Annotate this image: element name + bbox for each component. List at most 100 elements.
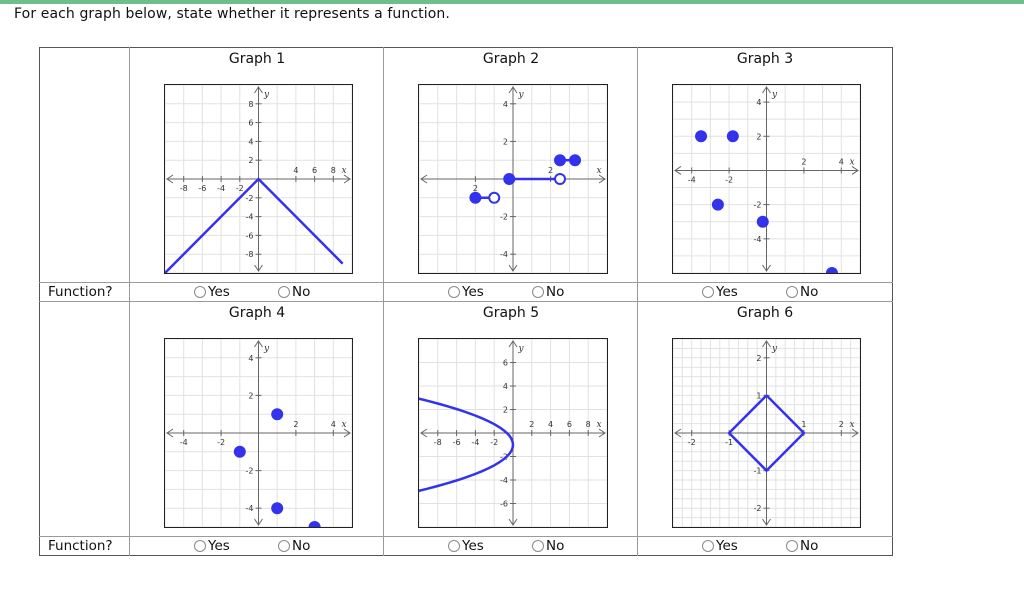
x-tick-label: 2 (839, 420, 844, 429)
x-arrow-icon (851, 166, 859, 175)
closed-dot (233, 445, 246, 458)
y-arrow-icon (254, 518, 263, 526)
x-tick-label: 2 (548, 166, 553, 175)
y-tick-label: -4 (246, 504, 254, 513)
radio-circle-icon[interactable] (194, 286, 206, 298)
y-tick-label: 8 (248, 100, 253, 109)
y-arrow-icon (254, 264, 263, 272)
graph-2-yes-option[interactable]: Yes (448, 284, 484, 300)
y-arrow-icon (762, 86, 771, 94)
y-arrow-icon (762, 340, 771, 348)
x-tick-label: 1 (801, 420, 806, 429)
x-arrow-icon (166, 428, 174, 438)
y-tick-label: -4 (754, 235, 762, 244)
x-arrow-icon (343, 174, 351, 184)
x-axis-label: x (849, 157, 854, 167)
graph-3-no-option[interactable]: No (786, 284, 818, 300)
y-axis-label: y (263, 344, 270, 354)
radio-circle-icon[interactable] (702, 286, 714, 298)
y-axis-label: y (771, 344, 778, 354)
x-tick-label: 8 (586, 420, 591, 429)
radio-circle-icon[interactable] (702, 540, 714, 552)
y-tick-label: 2 (248, 391, 253, 400)
radio-circle-icon[interactable] (532, 540, 544, 552)
x-tick-label: -4 (688, 175, 696, 184)
graph-5-title: Graph 5 (482, 305, 540, 321)
y-tick-label: -4 (500, 476, 508, 485)
graph-6-yes-option[interactable]: Yes (702, 538, 738, 554)
radio-circle-icon[interactable] (278, 540, 290, 552)
x-tick-label: -4 (471, 438, 479, 447)
x-tick-label: 2 (529, 420, 534, 429)
x-arrow-icon (420, 428, 428, 438)
x-tick-label: 2 (293, 420, 298, 429)
closed-dot (271, 408, 284, 421)
x-tick-label: -4 (217, 184, 225, 193)
x-arrow-icon (598, 428, 606, 438)
open-dot (488, 191, 501, 204)
y-tick-label: 1 (756, 391, 761, 400)
x-axis-label: x (596, 420, 601, 430)
x-tick-label: -8 (434, 438, 442, 447)
graph-2-title: Graph 2 (482, 51, 540, 67)
x-tick-label: 2 (473, 184, 478, 193)
graph-5-no-option[interactable]: No (532, 538, 564, 554)
x-tick-label: -2 (490, 438, 498, 447)
radio-circle-icon[interactable] (786, 540, 798, 552)
y-tick-label: 2 (756, 354, 761, 363)
closed-dot (554, 154, 566, 167)
radio-circle-icon[interactable] (194, 540, 206, 552)
graph-5-yes-option[interactable]: Yes (448, 538, 484, 554)
x-tick-label: 6 (567, 420, 572, 429)
graph-4-no-option[interactable]: No (278, 538, 310, 554)
graph-6-curve (727, 394, 806, 473)
closed-dot (695, 130, 708, 143)
x-arrow-icon (420, 174, 428, 184)
graph-3-yes-option[interactable]: Yes (702, 284, 738, 300)
y-arrow-icon (508, 518, 518, 526)
graph-5-plot: x y -8 -6 -4 -2 2 4 6 8 6 4 2 -2 -4 -6 (418, 338, 608, 528)
radio-circle-icon[interactable] (448, 540, 460, 552)
y-tick-label: 4 (503, 382, 508, 391)
y-arrow-icon (254, 340, 263, 348)
y-tick-label: 6 (248, 119, 253, 128)
graph-4-title: Graph 4 (228, 305, 286, 321)
radio-circle-icon[interactable] (278, 286, 290, 298)
y-axis-label: y (517, 90, 524, 100)
radio-circle-icon[interactable] (786, 286, 798, 298)
graph-6-no-option[interactable]: No (786, 538, 818, 554)
y-tick-label: -6 (500, 500, 508, 509)
graph-2-plot: x y 2 2 4 2 -2 -4 (418, 84, 608, 274)
divider (39, 536, 893, 537)
x-tick-label: -4 (180, 438, 188, 447)
graph-1-no-option[interactable]: No (278, 284, 310, 300)
y-arrow-icon (762, 264, 771, 272)
y-tick-label: 4 (248, 137, 253, 146)
y-axis-label: y (771, 90, 778, 100)
y-arrow-icon (762, 518, 771, 526)
x-axis-label: x (596, 166, 601, 176)
graph-4-yes-option[interactable]: Yes (194, 538, 230, 554)
graph-1-curve (165, 177, 344, 273)
y-tick-label: 4 (248, 354, 253, 363)
divider (39, 282, 893, 283)
y-tick-label: 4 (756, 98, 761, 107)
radio-circle-icon[interactable] (448, 286, 460, 298)
graph-6-title: Graph 6 (736, 305, 794, 321)
x-arrow-icon (674, 166, 682, 175)
graph-4-plot: x y -4 -2 2 4 4 2 -2 -4 (164, 338, 353, 528)
closed-dot (308, 521, 321, 527)
graph-2-no-option[interactable]: No (532, 284, 564, 300)
closed-dot (825, 267, 838, 273)
y-tick-label: 6 (503, 359, 508, 368)
radio-circle-icon[interactable] (532, 286, 544, 298)
y-arrow-icon (508, 86, 518, 94)
x-tick-label: 4 (548, 420, 553, 429)
x-axis-label: x (341, 420, 346, 430)
y-tick-label: -6 (246, 231, 254, 240)
closed-dot (756, 215, 769, 228)
graph-1-yes-option[interactable]: Yes (194, 284, 230, 300)
x-tick-label: -2 (725, 175, 733, 184)
closed-dot (503, 173, 516, 185)
graph-3-title: Graph 3 (736, 51, 794, 67)
